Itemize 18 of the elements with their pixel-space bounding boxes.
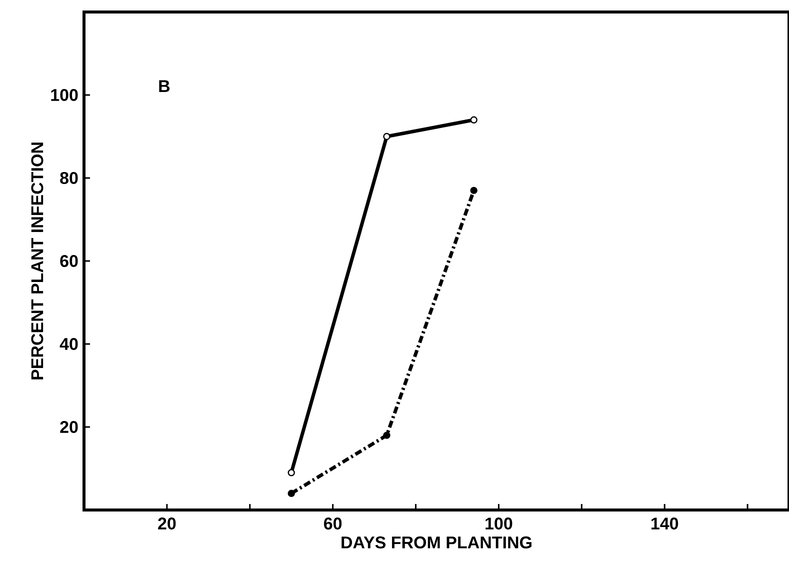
- y-tick-label: 80: [60, 172, 78, 184]
- y-axis-title: PERCENT PLANT INFECTION: [31, 142, 44, 380]
- y-tick-label: 60: [60, 254, 78, 268]
- y-tick-label: 40: [60, 338, 78, 350]
- x-tick-label: 140: [651, 518, 678, 530]
- point: [383, 432, 390, 439]
- point: [383, 132, 390, 140]
- y-tick-label: 100: [51, 88, 78, 102]
- x-axis-title: DAYS FROM PLANTING: [342, 536, 532, 548]
- x-tick-label: 60: [324, 518, 342, 530]
- point: [470, 116, 478, 124]
- x-tick-label: 100: [486, 518, 512, 530]
- annotation: B: [159, 80, 170, 92]
- y-tick-label: 20: [60, 420, 78, 434]
- x-tick-label: 20: [158, 518, 176, 530]
- point: [288, 490, 295, 497]
- point: [288, 469, 295, 476]
- point: [470, 186, 478, 194]
